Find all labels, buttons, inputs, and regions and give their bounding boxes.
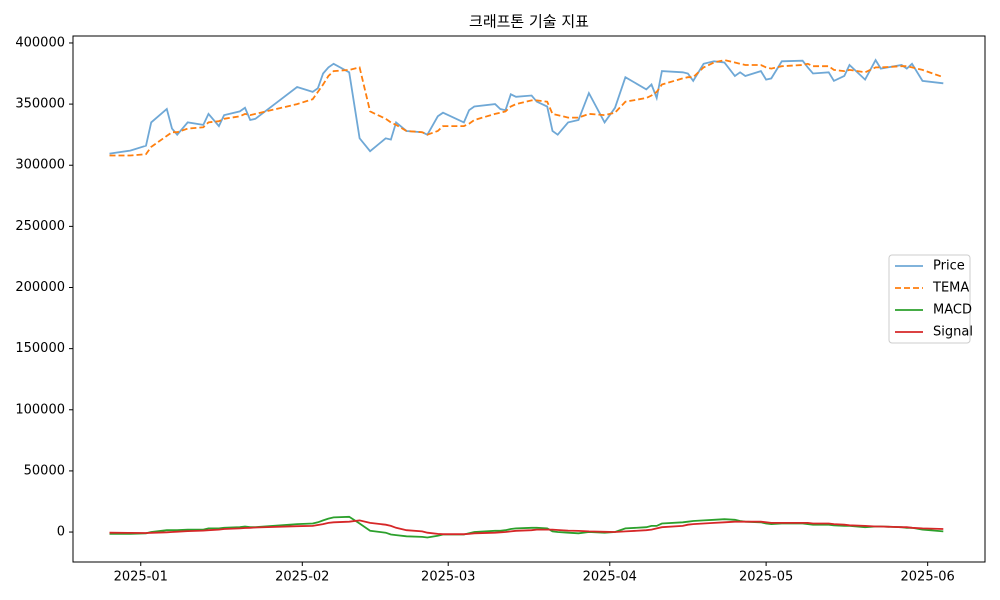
y-tick-label: 350000 (15, 97, 65, 112)
y-tick-label: 0 (57, 525, 65, 540)
series-line (109, 515, 944, 539)
x-tick-label: 2025-01 (114, 570, 168, 585)
y-tick-label: 100000 (15, 402, 65, 417)
plot-frame (72, 35, 986, 563)
legend-box (888, 254, 971, 344)
y-tick-label: 300000 (15, 158, 65, 173)
x-tick-label: 2025-05 (739, 570, 793, 585)
legend-label: MACD (933, 303, 972, 318)
legend-label: Signal (933, 325, 973, 340)
x-tick-label: 2025-03 (421, 570, 475, 585)
y-tick-label: 200000 (15, 280, 65, 295)
chart-title: 크래프톤 기술 지표 (469, 13, 589, 31)
x-tick-label: 2025-04 (583, 570, 637, 585)
legend-label: TEMA (932, 281, 969, 296)
series-line (109, 58, 944, 155)
x-tick-label: 2025-02 (275, 570, 329, 585)
series-line (109, 59, 944, 157)
y-tick-label: 50000 (24, 463, 65, 478)
legend-label: Price (933, 259, 965, 274)
y-tick-label: 150000 (15, 341, 65, 356)
y-tick-label: 400000 (15, 35, 65, 50)
y-tick-label: 250000 (15, 219, 65, 234)
series-line (109, 519, 944, 536)
x-tick-label: 2025-06 (901, 570, 955, 585)
